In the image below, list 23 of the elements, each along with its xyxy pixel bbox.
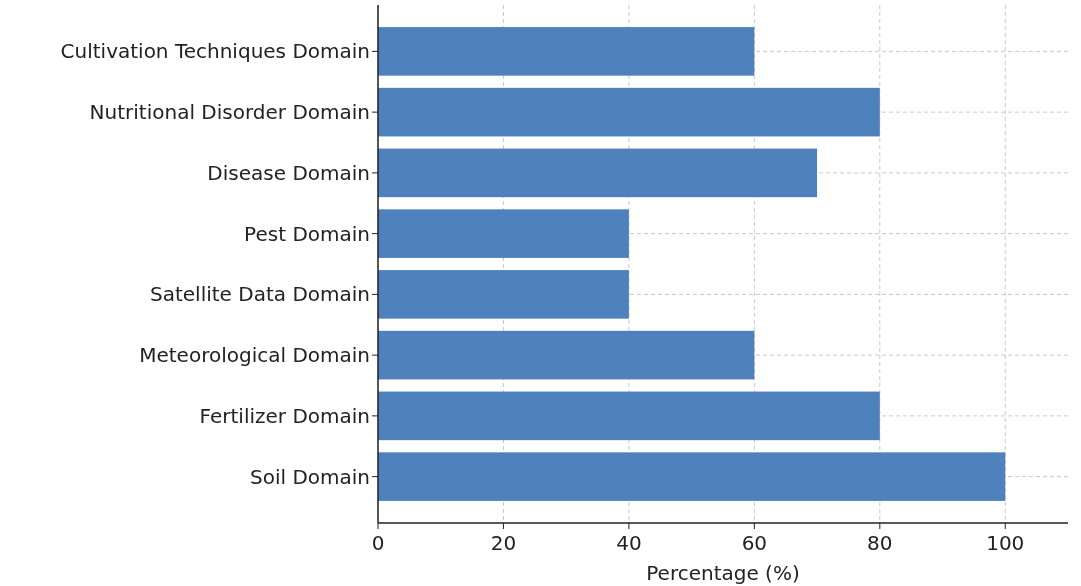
x-tick-label: 100: [986, 531, 1025, 555]
x-tick-label: 40: [616, 531, 642, 555]
y-tick-label: Disease Domain: [207, 160, 370, 185]
x-tick-label: 0: [371, 531, 385, 555]
y-tick-label: Fertilizer Domain: [199, 403, 370, 428]
y-tick-label: Soil Domain: [249, 464, 370, 489]
x-axis-title: Percentage (%): [646, 561, 800, 585]
y-tick-label: Meteorological Domain: [139, 343, 370, 368]
x-tick-label: 20: [490, 531, 517, 555]
bar: [378, 270, 629, 319]
x-tick-label: 60: [741, 531, 768, 555]
bar: [378, 27, 755, 76]
bar: [378, 209, 629, 258]
bar: [378, 330, 755, 380]
y-tick-label: Satellite Data Domain: [150, 282, 370, 307]
bar: [378, 87, 880, 137]
y-tick-label: Cultivation Techniques Domain: [60, 39, 370, 64]
y-tick-label: Nutritional Disorder Domain: [89, 100, 370, 125]
x-tick-label: 80: [867, 531, 893, 555]
bar: [378, 148, 818, 198]
bar: [378, 452, 1006, 501]
y-tick-label: Pest Domain: [244, 221, 370, 246]
bar: [378, 391, 880, 441]
